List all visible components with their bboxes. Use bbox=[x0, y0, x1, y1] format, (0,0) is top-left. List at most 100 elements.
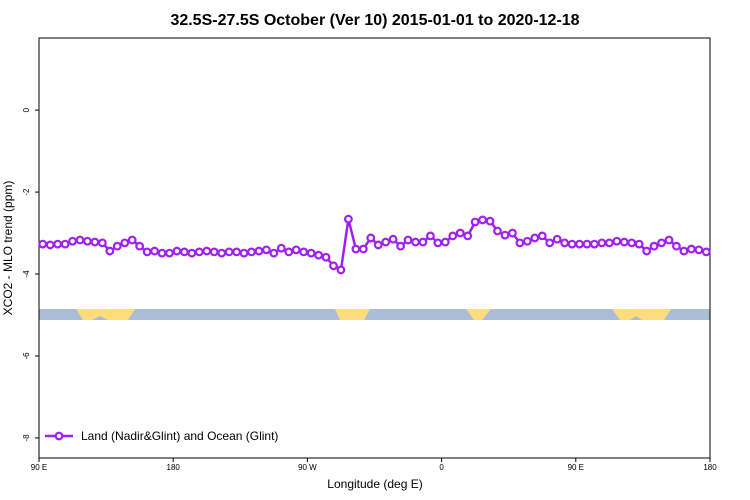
land-patch bbox=[466, 309, 491, 320]
data-point bbox=[642, 246, 652, 256]
data-point bbox=[90, 237, 100, 247]
data-point bbox=[120, 238, 130, 248]
data-point bbox=[344, 214, 353, 224]
data-point bbox=[179, 247, 189, 257]
data-point bbox=[142, 247, 152, 257]
data-point bbox=[135, 241, 145, 251]
data-point bbox=[83, 236, 92, 246]
data-point bbox=[239, 248, 249, 258]
data-point bbox=[455, 228, 465, 238]
data-point bbox=[358, 244, 368, 254]
x-tick-label: 90 E bbox=[568, 463, 584, 472]
data-point bbox=[209, 247, 219, 257]
data-point bbox=[537, 231, 547, 241]
land-patch bbox=[76, 309, 135, 320]
data-point bbox=[694, 245, 704, 255]
data-point bbox=[172, 246, 182, 256]
land-patch bbox=[612, 309, 671, 320]
data-point bbox=[530, 233, 540, 243]
data-point bbox=[664, 235, 674, 245]
data-point bbox=[411, 237, 420, 247]
data-point bbox=[75, 235, 85, 245]
data-point bbox=[187, 248, 197, 258]
x-tick-label: 90 W bbox=[298, 463, 317, 472]
data-point bbox=[448, 231, 458, 241]
data-point bbox=[500, 230, 510, 240]
data-point bbox=[686, 244, 696, 254]
data-point bbox=[560, 238, 570, 248]
data-point bbox=[247, 247, 256, 257]
data-point bbox=[232, 247, 241, 257]
data-point bbox=[522, 236, 532, 246]
data-point bbox=[306, 248, 316, 258]
land-patch bbox=[335, 309, 370, 320]
data-point bbox=[276, 243, 286, 253]
data-point bbox=[619, 237, 629, 247]
data-point bbox=[634, 239, 644, 249]
data-point bbox=[470, 217, 480, 227]
data-point bbox=[269, 248, 279, 258]
data-point bbox=[373, 240, 383, 250]
data-point bbox=[299, 247, 309, 257]
data-point bbox=[53, 239, 63, 249]
data-point bbox=[38, 239, 48, 249]
data-point bbox=[590, 239, 599, 249]
data-point bbox=[396, 241, 405, 251]
data-point bbox=[68, 236, 77, 246]
data-point bbox=[426, 231, 435, 241]
y-tick-label: -8 bbox=[22, 434, 31, 442]
data-point bbox=[97, 238, 107, 248]
data-point bbox=[224, 247, 234, 257]
data-point bbox=[515, 238, 525, 248]
data-point bbox=[127, 235, 137, 245]
data-point bbox=[314, 250, 323, 260]
data-point bbox=[202, 246, 212, 256]
data-point bbox=[552, 234, 562, 244]
data-point bbox=[418, 237, 428, 247]
data-point bbox=[336, 265, 346, 275]
x-tick-label: 180 bbox=[167, 463, 181, 472]
plot-frame bbox=[38, 37, 711, 459]
data-point bbox=[194, 247, 204, 257]
data-point bbox=[217, 248, 227, 258]
data-point bbox=[463, 231, 473, 241]
data-point bbox=[627, 238, 637, 248]
data-point bbox=[582, 239, 592, 249]
ocean-band bbox=[39, 309, 710, 320]
x-tick-label: 90 E bbox=[31, 463, 47, 472]
data-point bbox=[388, 234, 398, 244]
data-point bbox=[701, 247, 711, 257]
data-point bbox=[366, 233, 376, 243]
data-point bbox=[672, 241, 681, 251]
data-point bbox=[575, 239, 584, 249]
data-point bbox=[433, 238, 443, 248]
data-point bbox=[284, 247, 294, 257]
x-tick-label: 0 bbox=[439, 463, 444, 472]
y-axis-label: XCO2 - MLO trend (ppm) bbox=[1, 181, 15, 316]
data-point bbox=[440, 237, 450, 247]
y-tick-label: -6 bbox=[22, 352, 31, 360]
data-point bbox=[485, 216, 495, 226]
data-point bbox=[381, 237, 391, 247]
x-tick-label: 180 bbox=[703, 463, 717, 472]
data-point bbox=[612, 236, 622, 246]
data-point bbox=[604, 238, 614, 248]
data-point bbox=[493, 226, 502, 236]
data-point bbox=[657, 238, 666, 248]
legend-label: Land (Nadir&Glint) and Ocean (Glint) bbox=[81, 429, 278, 443]
data-point bbox=[329, 261, 338, 271]
data-point bbox=[291, 245, 301, 255]
x-axis-label: Longitude (deg E) bbox=[327, 477, 422, 491]
data-point bbox=[649, 241, 659, 251]
data-point bbox=[679, 246, 689, 256]
y-tick-label: -4 bbox=[22, 270, 31, 278]
data-point bbox=[150, 246, 159, 256]
data-point bbox=[60, 239, 70, 249]
data-point bbox=[165, 248, 174, 258]
data-point bbox=[567, 239, 577, 249]
data-point bbox=[254, 246, 264, 256]
data-point bbox=[45, 240, 55, 250]
data-point bbox=[321, 252, 331, 262]
